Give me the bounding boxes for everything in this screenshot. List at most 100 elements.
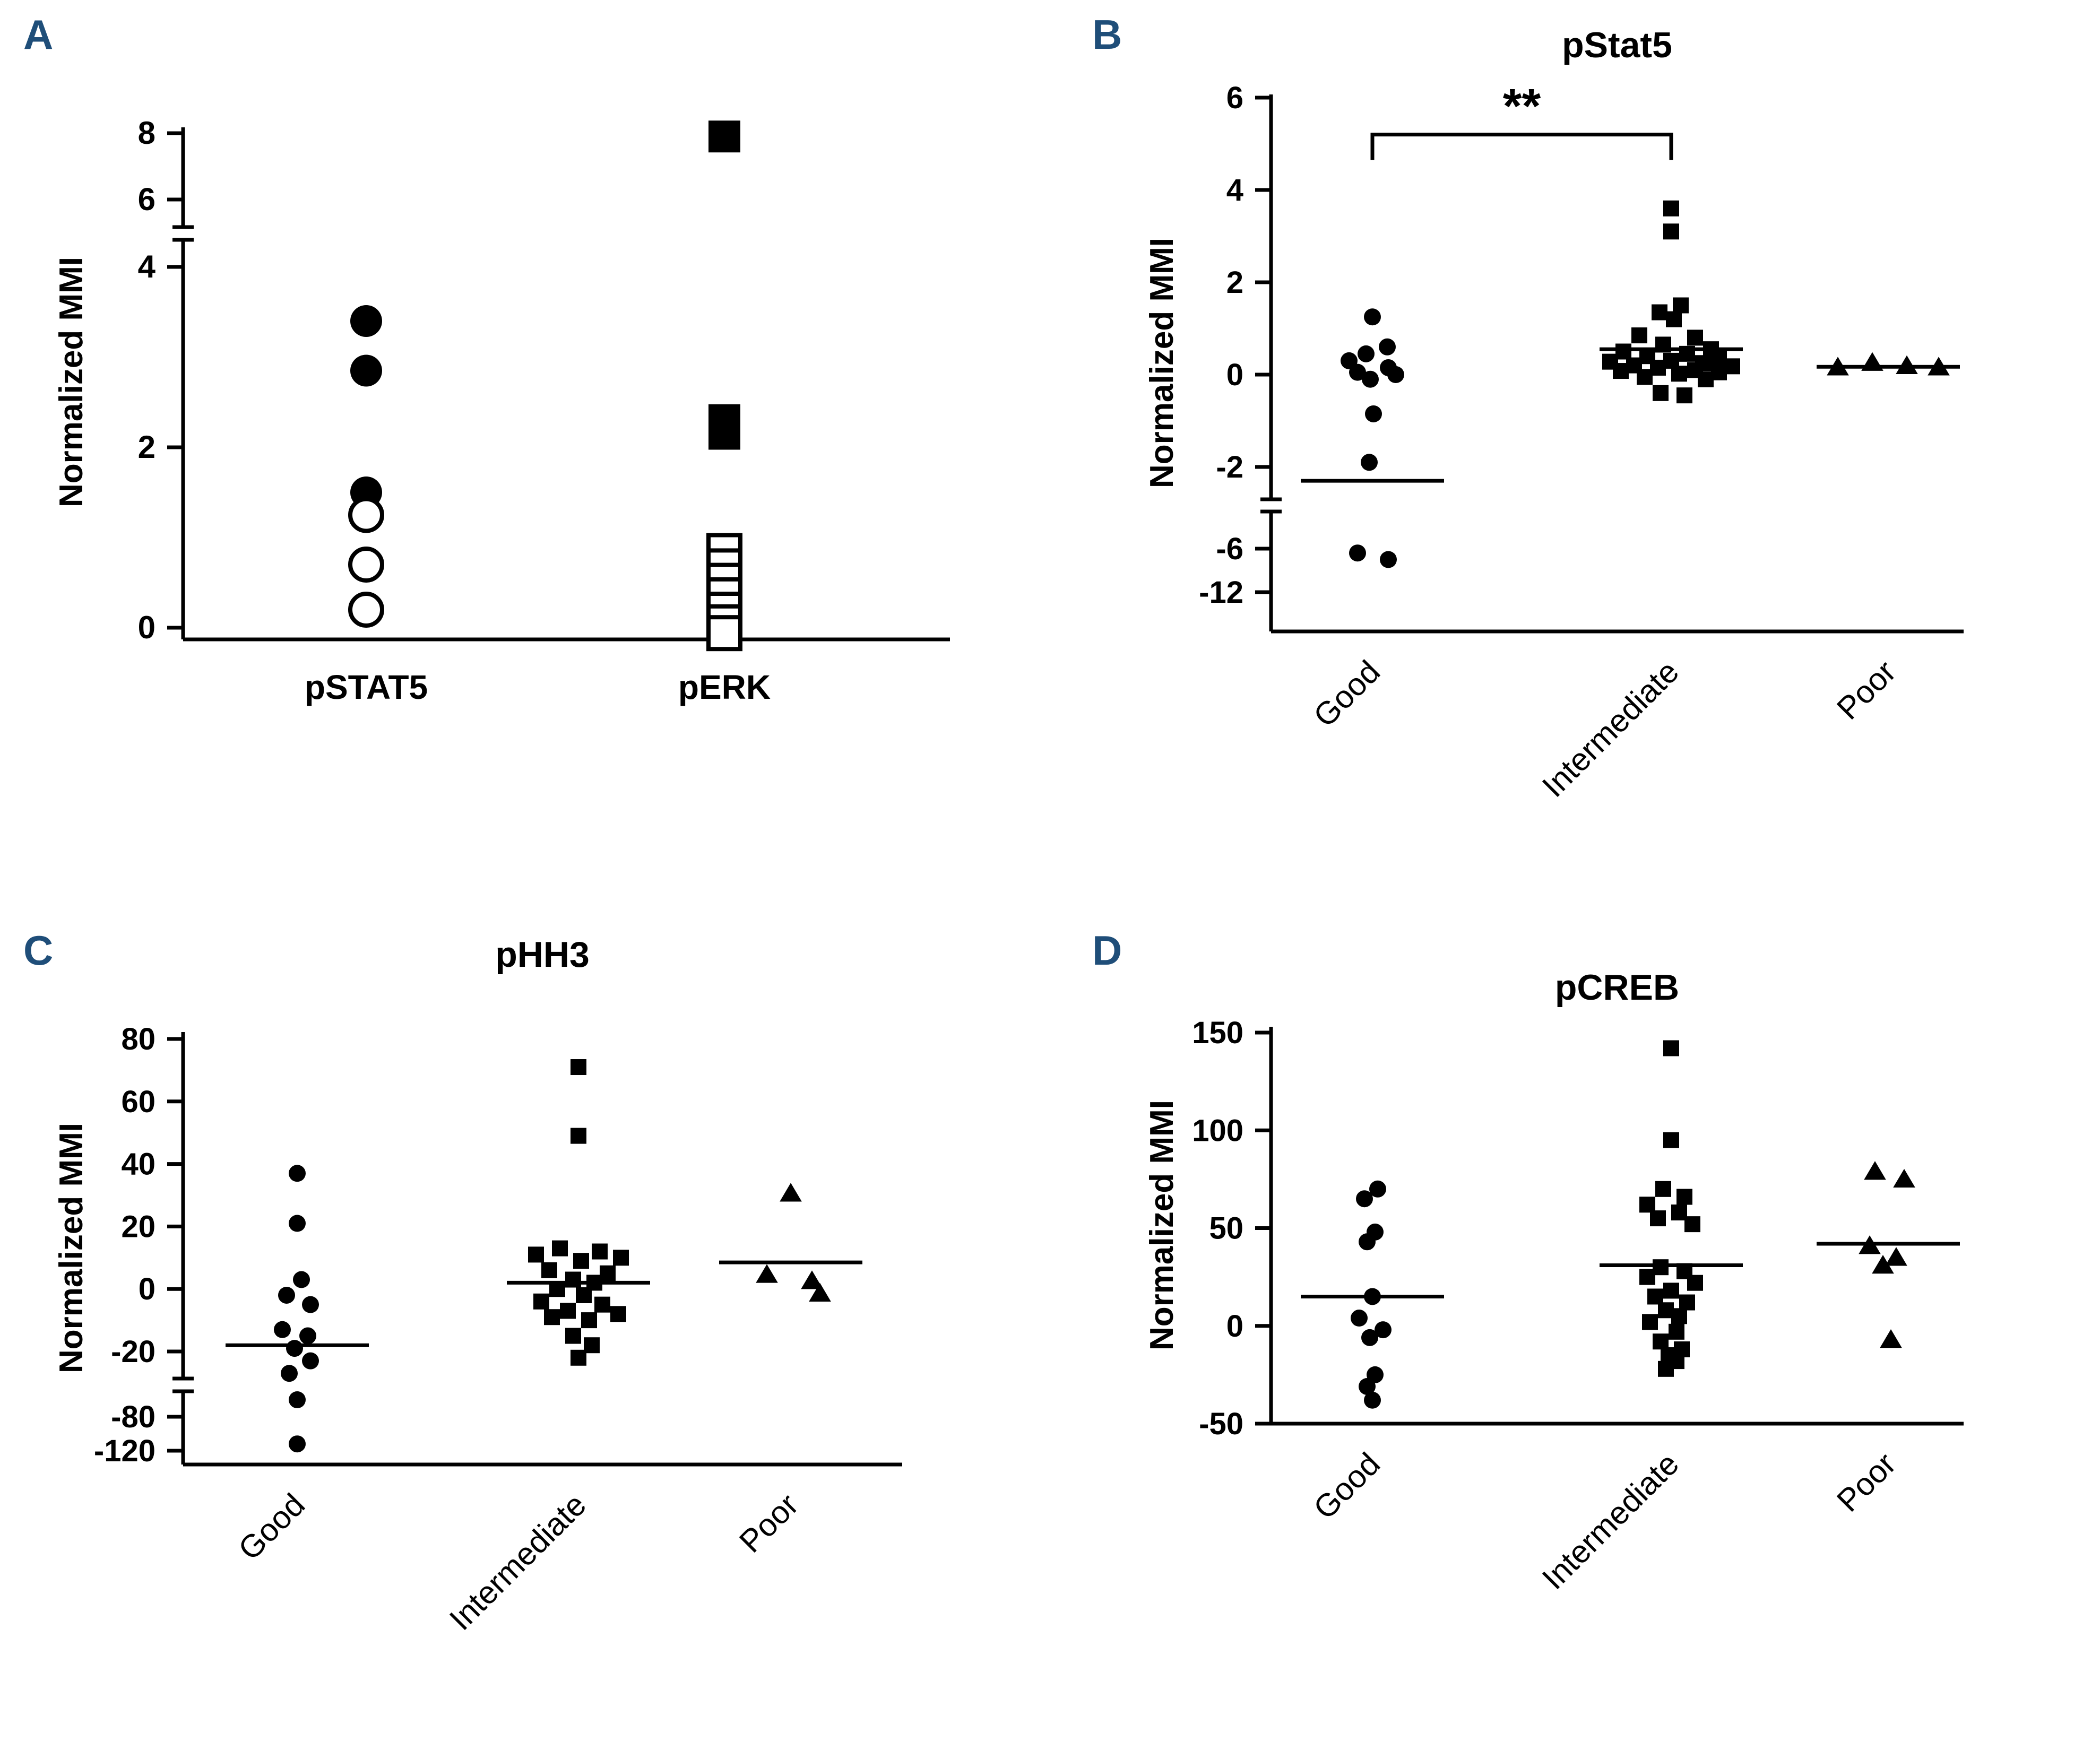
data-point-circle (1364, 308, 1381, 326)
panel-a-y-tick-label: 8 (138, 115, 155, 151)
data-point-circle (302, 1352, 319, 1370)
panel-b-significance-bracket (1370, 133, 1673, 160)
panel-c-category-label: Good (231, 1487, 312, 1567)
data-point-square (1639, 1197, 1655, 1213)
panel-a-category-label: pSTAT5 (305, 668, 428, 706)
data-point-square (592, 1243, 608, 1260)
data-point-square (571, 1349, 586, 1366)
data-point-square (1663, 200, 1679, 216)
data-point-circle (1361, 1329, 1378, 1346)
panel-a-group-pstat5 (348, 305, 384, 628)
data-point-triangle (1872, 1255, 1894, 1274)
data-point-square (1655, 1181, 1671, 1197)
panel-b-y-tick-label: -2 (1216, 450, 1243, 484)
data-point-square (1653, 1333, 1669, 1350)
data-point-square (1663, 1132, 1679, 1148)
data-point-circle (299, 1327, 316, 1345)
data-point-square (1652, 304, 1667, 320)
data-point-circle (1380, 551, 1397, 568)
data-point-circle (348, 592, 384, 628)
panel-c-group-poor (719, 1183, 862, 1302)
data-point-circle (350, 354, 382, 387)
data-point-square (1639, 1269, 1655, 1285)
data-point-square (708, 120, 740, 153)
data-point-square (571, 1059, 586, 1076)
panel-b-category-label: Good (1307, 654, 1387, 734)
panel-a-y-tick-label: 0 (138, 610, 155, 645)
data-point-triangle (1893, 1168, 1915, 1188)
panel-b-letter: B (1092, 11, 1122, 58)
panel-d-group-poor (1817, 1161, 1960, 1348)
data-point-square (706, 615, 742, 652)
panel-d-letter: D (1092, 927, 1122, 974)
panel-b-y-tick-label: -12 (1199, 575, 1243, 610)
data-point-square (1671, 1308, 1687, 1324)
panel-a-group-perk (706, 120, 742, 652)
data-point-circle (274, 1321, 291, 1338)
data-point-triangle (801, 1270, 823, 1289)
panel-d-title: pCREB (1555, 967, 1679, 1008)
panel-c-y-tick-label: -80 (111, 1400, 155, 1434)
data-point-circle (1369, 1180, 1386, 1198)
panel-b-group-good (1301, 308, 1444, 568)
data-point-triangle (1896, 355, 1918, 374)
data-point-circle (289, 1435, 306, 1453)
panel-a-y-axis-label: Normalized MMI (53, 257, 90, 507)
data-point-square (573, 1253, 589, 1269)
data-point-square (1687, 330, 1703, 346)
data-point-square (1613, 363, 1629, 379)
panel-c-y-tick-label: 80 (121, 1022, 155, 1056)
panel-d-group-intermediate (1600, 1040, 1743, 1377)
panel-c-y-tick-label: 40 (121, 1147, 155, 1182)
data-point-square (560, 1303, 576, 1319)
panel-c-letter: C (23, 927, 54, 974)
data-point-square (1653, 385, 1669, 401)
data-point-square (528, 1246, 544, 1263)
data-point-circle (289, 1391, 306, 1408)
panel-c-y-tick-label: 60 (121, 1085, 155, 1119)
data-point-square (565, 1328, 581, 1344)
panel-c: 80 60 40 20 0 -20 -80-120 pHH3 Normalized MMI Goo… (53, 934, 902, 1637)
panel-c-group-good (226, 1165, 369, 1453)
data-point-square (1687, 1275, 1703, 1291)
panel-b: 6 4 2 0 -2 -6 -12 pStat5 Normalized MMI Good Inter… (1144, 25, 1964, 804)
data-point-square (1698, 371, 1714, 387)
panel-b-y-tick-label: -6 (1216, 532, 1243, 566)
data-point-circle (289, 1215, 306, 1232)
panel-b-y-tick-label: 2 (1226, 265, 1243, 300)
panel-d-y-tick-label: 50 (1209, 1211, 1243, 1246)
panel-d-y-tick-label: 150 (1192, 1016, 1243, 1050)
panel-b-category-label: Intermediate (1535, 654, 1686, 804)
data-point-triangle (1880, 1329, 1902, 1348)
data-point-square (1679, 1294, 1695, 1311)
data-point-circle (286, 1340, 303, 1357)
panel-d-category-label: Good (1307, 1446, 1387, 1526)
data-point-square (552, 1240, 568, 1257)
data-point-circle (1351, 1310, 1368, 1327)
data-point-square (544, 1309, 560, 1325)
data-point-triangle (1864, 1161, 1886, 1180)
data-point-square (1663, 1283, 1679, 1299)
panel-b-category-label: Poor (1830, 654, 1903, 726)
panel-d-y-tick-label: 0 (1226, 1309, 1243, 1344)
panel-c-title: pHH3 (495, 934, 590, 975)
data-point-circle (1375, 1321, 1392, 1339)
data-point-triangle (780, 1183, 802, 1202)
panel-a-category-label: pERK (678, 668, 771, 706)
data-point-square (1669, 1323, 1684, 1340)
data-point-circle (278, 1286, 295, 1304)
panel-d-group-good (1301, 1180, 1444, 1409)
panel-d-category-label: Intermediate (1535, 1446, 1686, 1596)
panel-d-y-axis-label: Normalized MMI (1144, 1100, 1180, 1350)
data-point-square (1663, 223, 1679, 240)
panel-d: 150 100 50 0 -50 pCREB Normalized MMI Good Inter… (1144, 967, 1964, 1596)
data-point-square (565, 1271, 581, 1288)
data-point-circle (348, 547, 384, 583)
data-point-square (708, 418, 740, 450)
panel-a-y-tick-label: 2 (138, 429, 155, 465)
data-point-circle (1362, 370, 1379, 388)
data-point-square (576, 1287, 592, 1303)
data-point-circle (1359, 1377, 1376, 1395)
